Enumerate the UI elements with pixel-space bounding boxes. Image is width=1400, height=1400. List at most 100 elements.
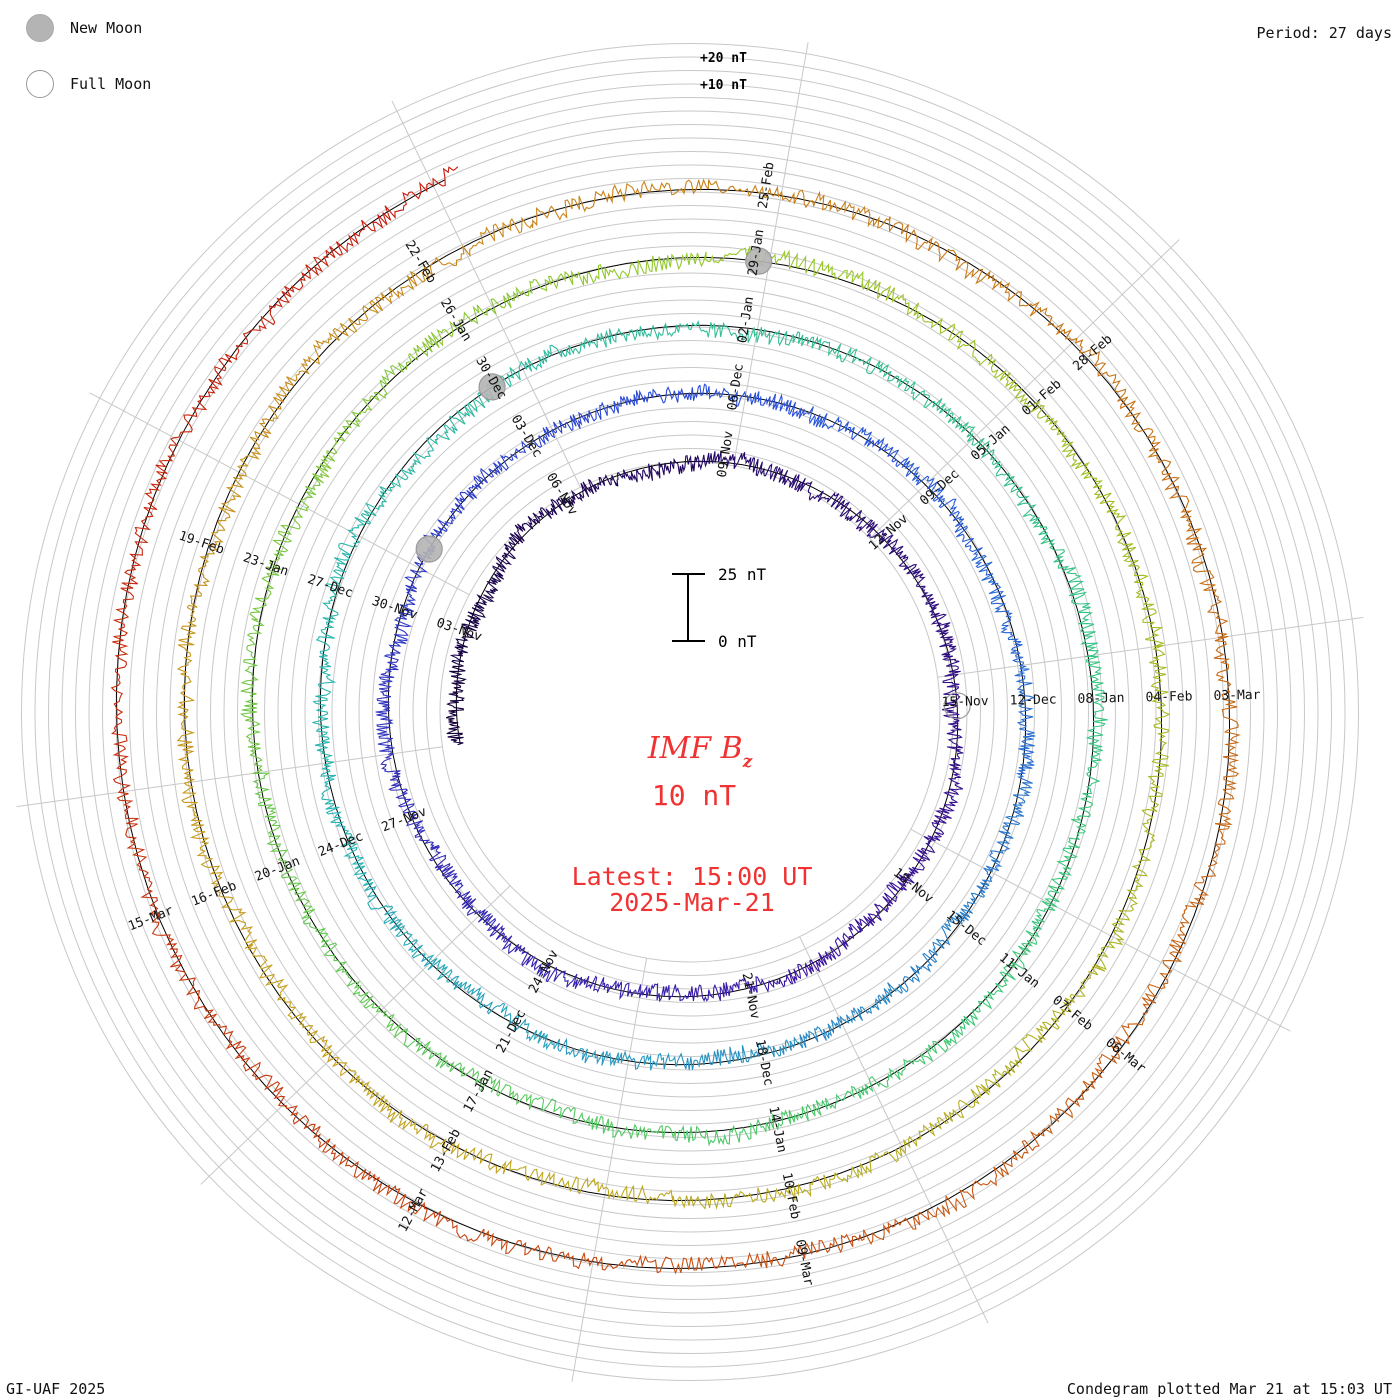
date-label: 12-Mar (396, 1186, 432, 1235)
bz-trace-segment (833, 343, 954, 423)
bz-trace-segment (798, 982, 909, 1049)
date-label: 04-Feb (1145, 689, 1192, 705)
bz-trace-segment (533, 1097, 676, 1140)
chart-subtitle: 10 nT (652, 779, 736, 812)
bz-trace-segment (905, 462, 983, 561)
radial-spoke (571, 958, 648, 1382)
grid-ring (48, 70, 1332, 1354)
full-moon-label: Full Moon (70, 75, 152, 93)
date-label: 09-Nov (715, 430, 737, 479)
new-moon-marker (478, 373, 506, 401)
bz-trace-segment (380, 753, 440, 851)
bz-trace-segment (505, 1159, 674, 1205)
bz-trace-segment (1095, 492, 1165, 648)
bz-trace-segment (320, 510, 372, 639)
bz-trace-segment (861, 278, 999, 373)
bz-trace-segment (1031, 796, 1093, 930)
bz-trace-segment (531, 178, 709, 228)
bz-trace (110, 166, 1241, 1275)
bz-trace-segment (854, 852, 927, 932)
grid-ring (291, 313, 1089, 1111)
grid-ring (169, 191, 1211, 1233)
grid-ring (129, 151, 1251, 1273)
bz-trace-segment (369, 216, 533, 314)
grid-ring (21, 43, 1359, 1381)
bz-trace-segment (861, 1139, 1034, 1246)
full-moon-icon (26, 70, 54, 98)
date-label: 01-Feb (1019, 377, 1064, 419)
grid-ring (183, 205, 1197, 1219)
date-label: 21-Nov (739, 972, 763, 1021)
bz-trace-segment (1082, 654, 1108, 798)
date-labels: 03-Nov06-Nov09-Nov12-Nov15-Nov18-Nov21-N… (126, 161, 1261, 1288)
bz-trace-segment (320, 764, 374, 887)
period-label: Period: 27 days (1256, 24, 1392, 42)
bz-trace-segment (249, 476, 321, 621)
bz-trace-segment (705, 246, 864, 288)
moon-markers (415, 247, 971, 720)
bz-trace-segment (614, 454, 700, 487)
bz-trace-segment (456, 344, 571, 425)
footer-credit: GI-UAF 2025 (6, 1380, 106, 1398)
date-label: 12-Dec (1009, 692, 1056, 708)
date-label: 02-Jan (735, 296, 757, 345)
bz-trace-segment (1158, 459, 1229, 639)
grid-ring (75, 97, 1305, 1327)
grid-ring (34, 56, 1346, 1368)
grid-ring (264, 286, 1116, 1138)
new-moon-marker (745, 247, 773, 275)
date-label: 15-Nov (941, 694, 988, 710)
grid-ring (210, 232, 1170, 1192)
bz-trace-segment (1029, 997, 1157, 1151)
grid-ring (142, 164, 1238, 1260)
bz-trace-segment (672, 1171, 844, 1210)
bz-trace-segment (971, 554, 1025, 664)
bz-trace-segment (401, 1027, 534, 1110)
bz-trace-segment (497, 410, 595, 473)
bz-trace-segment (781, 470, 866, 524)
bz-trace-segment (247, 944, 361, 1084)
bz-trace-segment (536, 473, 618, 522)
grid-ring (102, 124, 1278, 1300)
date-label: 29-Jan (745, 228, 767, 277)
grid-ring (196, 218, 1184, 1206)
bz-trace-segment (815, 1038, 952, 1110)
bz-trace-segment (489, 923, 583, 990)
radial-spoke (200, 885, 511, 1185)
bz-trace-segment (557, 1037, 681, 1071)
bz-trace-segment (1144, 823, 1231, 1000)
grid-ring (318, 340, 1062, 1084)
title-var: B (720, 731, 743, 766)
bz-trace-segment (110, 596, 135, 795)
bz-trace-segment (252, 772, 316, 919)
scale-bar: 25 nT 0 nT (672, 565, 767, 651)
date-label: 26-Jan (437, 296, 474, 344)
chart-title: IMF Bz (647, 731, 753, 772)
bz-trace-segment (993, 369, 1104, 496)
date-label: 05-Jan (968, 422, 1013, 464)
grid-ring (61, 83, 1319, 1341)
latest-date: 2025-Mar-21 (609, 888, 775, 917)
bz-trace-segment (902, 890, 986, 989)
scale-bottom-label: 0 nT (718, 632, 757, 651)
grid-ring (372, 394, 1008, 1030)
bz-trace-segment (1014, 663, 1036, 784)
date-label: 25-Feb (756, 161, 778, 210)
bz-trace-segment (672, 1233, 863, 1275)
bz-trace-segment (358, 1078, 507, 1175)
bz-trace-segment (1147, 644, 1171, 812)
ring-scale-mid-label: +10 nT (700, 78, 747, 93)
radial-spoke (869, 239, 1180, 539)
bz-trace-segment (483, 1228, 674, 1274)
bz-trace-segment (1046, 314, 1162, 464)
bz-trace-segment (945, 926, 1040, 1045)
bz-trace-segment (917, 767, 964, 861)
radial-spoke (937, 616, 1364, 678)
bz-trace-segment (947, 416, 1041, 528)
bz-trace-segment (579, 975, 681, 1003)
grid-ring (156, 178, 1224, 1246)
grid-ring (223, 245, 1157, 1179)
grid-ring (331, 353, 1049, 1071)
date-label: 18-Dec (752, 1038, 776, 1087)
